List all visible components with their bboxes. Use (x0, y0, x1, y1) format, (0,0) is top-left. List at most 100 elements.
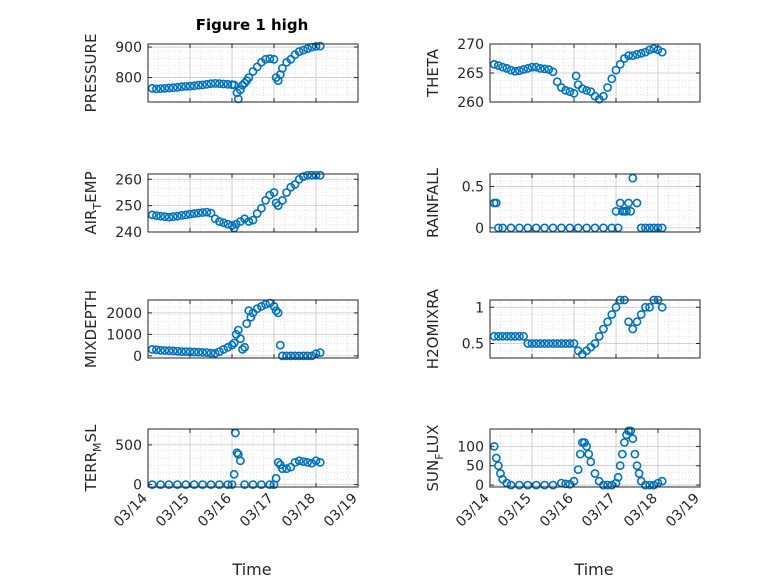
y-tick-label: 240 (115, 225, 142, 241)
x-tick-label: 03/14 (453, 490, 493, 530)
data-point (531, 339, 541, 348)
y-tick-label: 0 (475, 478, 484, 494)
data-point (493, 61, 503, 70)
data-point (147, 344, 157, 354)
data-point (271, 473, 281, 483)
data-point (298, 457, 308, 466)
data-point (219, 218, 228, 228)
data-point (634, 469, 644, 478)
data-point (624, 51, 633, 60)
y-tick-label: 260 (457, 95, 484, 111)
data-point (290, 457, 300, 467)
data-point (599, 223, 608, 233)
data-point (599, 91, 608, 101)
data-point (147, 83, 157, 93)
data-point (172, 480, 182, 489)
data-point (156, 480, 165, 489)
data-point (147, 210, 157, 220)
data-point (569, 339, 579, 348)
data-point (275, 340, 285, 350)
data-point (540, 223, 549, 233)
subplot-sun-flux: 0 50 100 03/14 03/15 03/16 03/17 03/18 03/19 SUNF… (424, 425, 703, 531)
data-point (498, 62, 507, 72)
y-axis-label: PRESSURE (82, 34, 100, 113)
data-point (277, 195, 287, 205)
data-point (615, 198, 625, 208)
data-point (206, 480, 216, 489)
data-point (311, 456, 321, 466)
data-point (603, 480, 612, 490)
x-tick-label: 03/17 (237, 491, 277, 531)
data-point (202, 207, 212, 217)
data-point (565, 339, 575, 348)
y-axis-label: RAINFALL (424, 167, 442, 238)
data-point (290, 351, 300, 361)
y-axis-label: MIXDEPTH (82, 290, 100, 368)
data-point (273, 308, 283, 318)
data-point (198, 480, 207, 489)
data-point (493, 461, 503, 471)
data-point (210, 348, 220, 358)
data-point (561, 86, 570, 95)
data-point (298, 45, 308, 55)
data-point (168, 212, 178, 222)
x-tick-label: 03/19 (663, 491, 703, 531)
data-point (527, 62, 537, 72)
data-point (491, 198, 501, 208)
data-point (168, 83, 178, 93)
subplot-h2omixra: 0.5 1 H2OMIXRA (424, 288, 701, 369)
data-point (565, 223, 575, 233)
data-point (240, 342, 249, 352)
data-point (210, 79, 220, 88)
data-point (531, 480, 541, 490)
data-point (617, 449, 627, 459)
data-point (515, 480, 524, 490)
y-tick-label: 250 (115, 199, 142, 215)
data-point (269, 54, 279, 64)
data-point (181, 82, 191, 91)
data-point (282, 464, 291, 474)
data-point (510, 331, 520, 341)
subplot-pressure: 800 900 PRESSURE (82, 34, 359, 113)
y-axis-label: AIRTEMP (82, 171, 104, 234)
data-point (571, 71, 581, 81)
data-point (298, 172, 308, 181)
data-point (548, 223, 558, 233)
data-point (177, 210, 186, 220)
data-point (649, 223, 659, 233)
data-point (156, 345, 165, 355)
data-point (611, 65, 621, 75)
data-point (256, 480, 266, 489)
data-point (282, 188, 291, 197)
data-point (277, 464, 287, 474)
data-point (181, 210, 191, 220)
data-point (594, 331, 604, 341)
data-point (219, 344, 228, 354)
y-tick-label: 270 (457, 37, 484, 53)
data-point (160, 83, 170, 93)
data-point (168, 346, 178, 356)
y-axis-label: H2OMIXRA (424, 288, 442, 369)
data-point (599, 324, 608, 334)
data-point (510, 66, 520, 76)
data-point (506, 223, 516, 233)
data-point (515, 331, 524, 341)
data-point (256, 203, 266, 213)
data-point (277, 351, 287, 361)
data-point (573, 223, 583, 233)
data-point (641, 223, 650, 233)
data-point (544, 339, 554, 348)
data-point (540, 480, 549, 490)
data-point (238, 344, 247, 354)
data-point (256, 301, 266, 311)
data-point (523, 480, 533, 490)
data-point (599, 480, 608, 490)
data-point (575, 449, 585, 459)
subplot-grid: 800 900 PRESSURE 260 265 270 THETA 240 250 260 AIR… (82, 34, 703, 531)
data-point (628, 324, 638, 334)
data-point (229, 80, 239, 90)
data-point (298, 351, 308, 361)
data-point (603, 83, 612, 92)
data-point (311, 170, 321, 180)
